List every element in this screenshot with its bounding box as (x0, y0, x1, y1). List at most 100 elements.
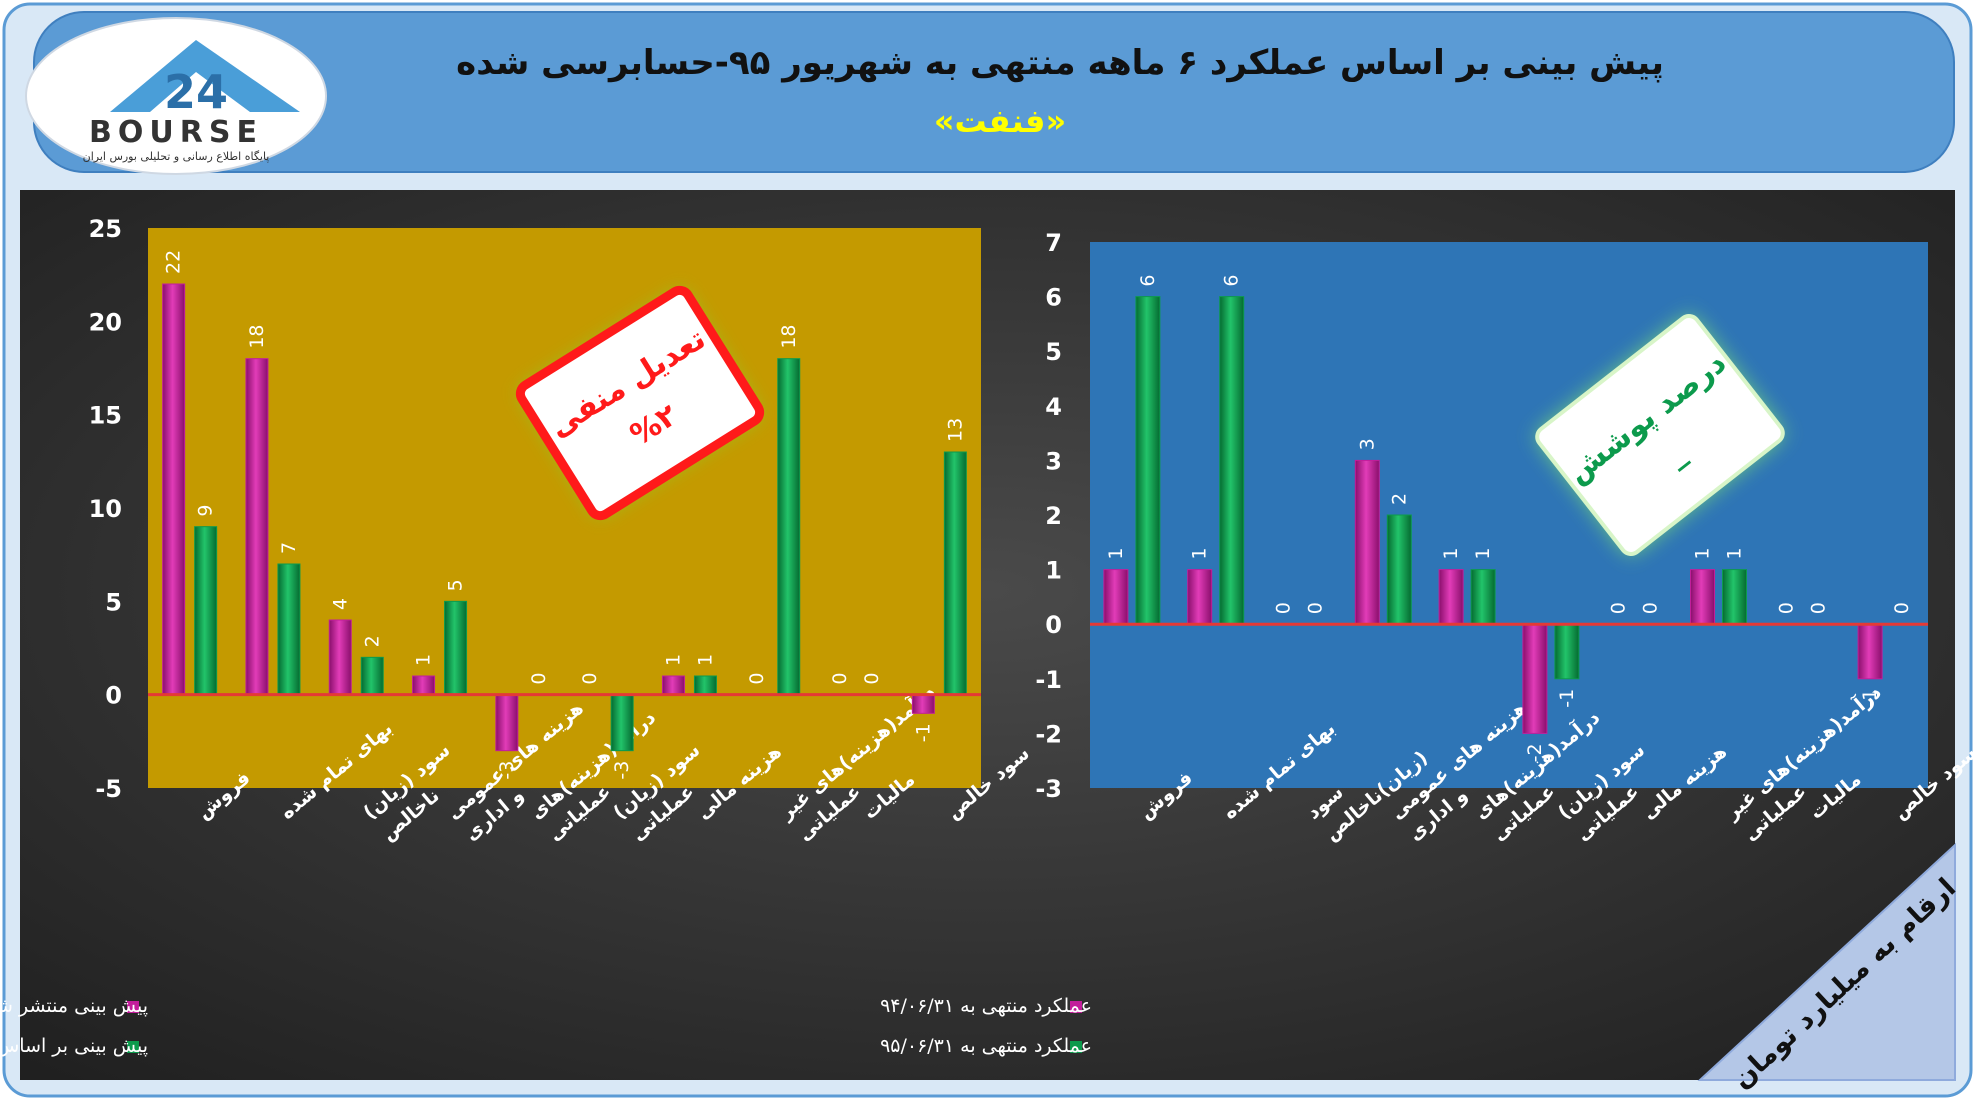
data-label: 0 (746, 673, 768, 685)
legend-swatch (1070, 1001, 1082, 1013)
data-label: 13 (944, 418, 966, 442)
data-label: 1 (694, 654, 716, 666)
y-tick-label: 1 (1045, 557, 1062, 585)
logo: 24 BOURSE پایگاه اطلاع رسانی و تحلیلی بو… (25, 17, 327, 175)
bar (943, 451, 967, 696)
y-tick-label: 0 (1045, 611, 1062, 639)
data-label: 1 (1692, 548, 1714, 560)
data-label: 6 (1221, 275, 1243, 287)
bar (1690, 569, 1715, 625)
data-label: 0 (829, 673, 851, 685)
bar (1386, 514, 1412, 625)
bar (245, 358, 269, 696)
bar (1554, 623, 1580, 680)
legend-swatch (1070, 1041, 1082, 1053)
y-tick-label: 25 (89, 215, 122, 243)
y-tick-label: 5 (105, 588, 122, 616)
data-label: -1 (1859, 689, 1881, 708)
bar (162, 283, 186, 696)
data-label: 18 (246, 324, 268, 348)
bar (277, 563, 301, 696)
logo-subtitle: پایگاه اطلاع رسانی و تحلیلی بورس ایران (83, 150, 270, 163)
y-tick-label: 2 (1045, 502, 1062, 530)
bar (444, 600, 468, 696)
logo-triangle-icon (110, 40, 300, 112)
bar (412, 675, 436, 696)
legend-label: پیش بینی منتشر شده در تاریخ ۳۰ مهر (0, 995, 148, 1017)
data-label: 0 (579, 673, 601, 685)
legend-label: پیش بینی بر اساس عملکرد ۶ ماهه (0, 1035, 148, 1057)
bar (1470, 569, 1496, 625)
left-legend: پیش بینی منتشر شده در تاریخ ۳۰ مهر پیش ب… (0, 995, 148, 1057)
page-title: پیش بینی بر اساس عملکرد ۶ ماهه منتهی به … (456, 43, 1664, 83)
data-label: -1 (1556, 689, 1578, 708)
legend-label: عملکرد منتهی به ۹۴/۰۶/۳۱ (880, 995, 1092, 1017)
data-label: 0 (1640, 602, 1662, 614)
y-tick-label: -3 (1035, 775, 1062, 803)
y-tick-label: -1 (1035, 666, 1062, 694)
data-label: 2 (361, 635, 383, 647)
legend-swatch (127, 1001, 139, 1013)
data-label: 0 (528, 673, 550, 685)
y-tick-label: 3 (1045, 447, 1062, 475)
bar (1722, 569, 1747, 625)
data-label: 0 (1305, 602, 1327, 614)
y-tick-label: -5 (95, 775, 122, 803)
data-label: 1 (1472, 548, 1494, 560)
bar (661, 675, 685, 696)
y-tick-label: 4 (1045, 393, 1062, 421)
data-label: -3 (496, 761, 518, 780)
data-label: -1 (912, 723, 934, 742)
legend-swatch (127, 1041, 139, 1053)
bar (1219, 296, 1245, 625)
bar (777, 358, 801, 696)
left-annotation-badge: تعدیل منفی %۲ (515, 285, 765, 521)
data-label: 0 (1807, 602, 1829, 614)
data-label: 18 (778, 324, 800, 348)
data-label: -3 (611, 761, 633, 780)
symbol-name: «فنفت» (934, 102, 1066, 140)
logo-number: 24 (164, 65, 228, 119)
data-label: -2 (1524, 743, 1546, 762)
data-label: 7 (278, 542, 300, 554)
bar (328, 619, 352, 696)
y-tick-label: -2 (1035, 720, 1062, 748)
data-label: 1 (413, 654, 435, 666)
data-label: 22 (163, 250, 185, 274)
data-label: 0 (1891, 602, 1913, 614)
bar (360, 656, 384, 696)
data-label: 3 (1356, 438, 1378, 450)
bar (1354, 459, 1380, 625)
data-label: 9 (195, 505, 217, 517)
data-label: 0 (1608, 602, 1630, 614)
bar (1135, 296, 1161, 625)
y-tick-label: 5 (1045, 338, 1062, 366)
data-label: 1 (1724, 548, 1746, 560)
data-label: 1 (1105, 548, 1127, 560)
data-label: 1 (1440, 548, 1462, 560)
data-label: 5 (445, 579, 467, 591)
data-label: 4 (329, 598, 351, 610)
y-tick-label: 20 (89, 308, 122, 336)
data-label: 0 (1273, 602, 1295, 614)
bar (610, 694, 634, 752)
bar (1438, 569, 1464, 625)
y-tick-label: 7 (1045, 229, 1062, 257)
data-label: 0 (1775, 602, 1797, 614)
bar (1857, 623, 1883, 680)
logo-text: BOURSE (89, 115, 263, 150)
bar (911, 694, 935, 714)
right-legend: عملکرد منتهی به ۹۴/۰۶/۳۱ عملکرد منتهی به… (880, 995, 1092, 1057)
bar (1103, 569, 1129, 625)
y-tick-label: 15 (89, 402, 122, 430)
y-tick-label: 10 (89, 495, 122, 523)
data-label: 6 (1137, 275, 1159, 287)
data-label: 1 (662, 654, 684, 666)
y-tick-label: 6 (1045, 284, 1062, 312)
bar (693, 675, 717, 696)
bar (1522, 623, 1548, 734)
data-label: 2 (1388, 493, 1410, 505)
bar (495, 694, 519, 752)
data-label: 1 (1189, 548, 1211, 560)
